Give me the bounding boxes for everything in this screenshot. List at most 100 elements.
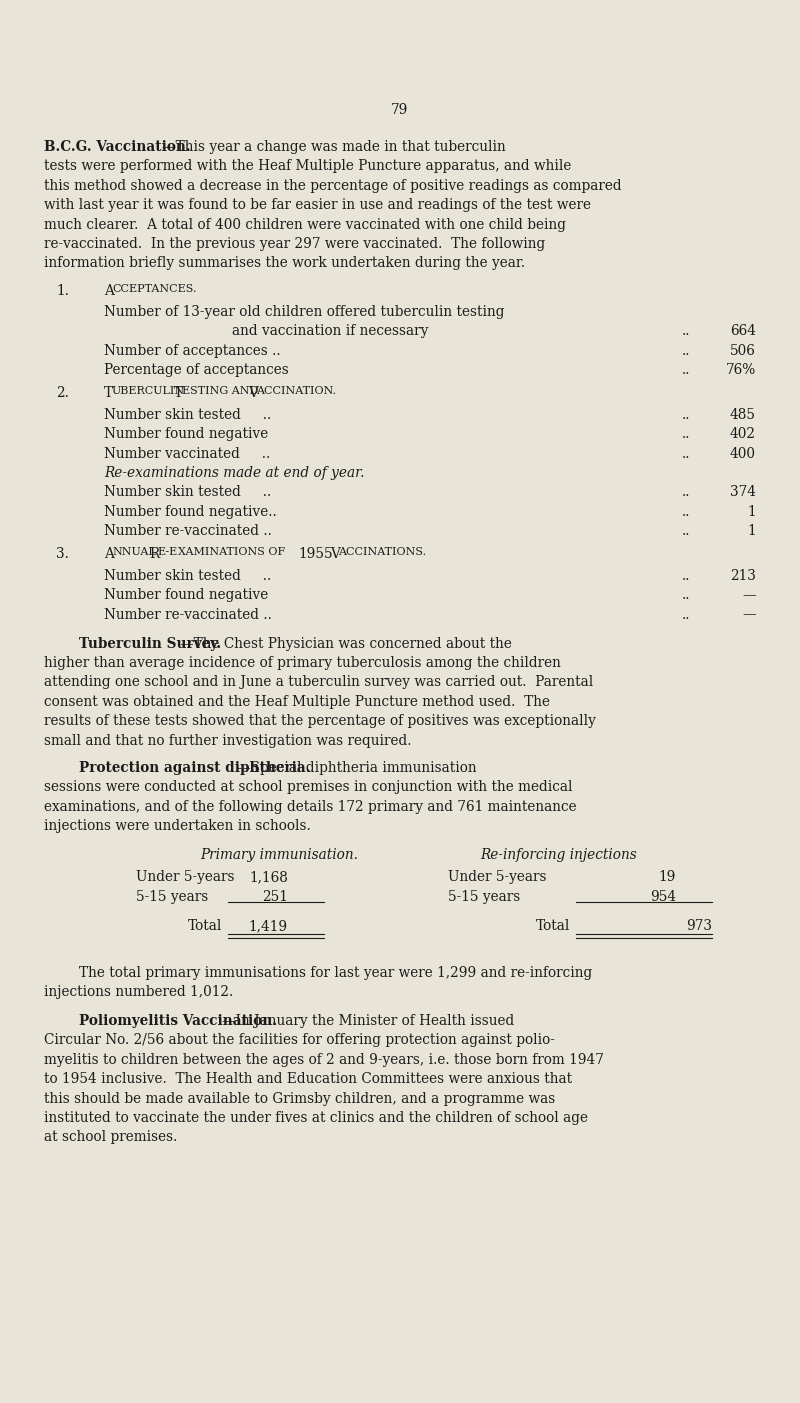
Text: Number of 13-year old children offered tuberculin testing: Number of 13-year old children offered t…: [104, 304, 505, 318]
Text: T: T: [104, 386, 113, 400]
Text: NNUAL: NNUAL: [112, 547, 156, 557]
Text: 79: 79: [391, 102, 409, 116]
Text: Percentage of acceptances: Percentage of acceptances: [104, 363, 289, 377]
Text: 1.: 1.: [56, 283, 69, 297]
Text: 213: 213: [730, 568, 756, 582]
Text: 402: 402: [730, 427, 756, 441]
Text: ..: ..: [682, 607, 690, 622]
Text: T: T: [174, 386, 183, 400]
Text: ..: ..: [682, 408, 690, 422]
Text: results of these tests showed that the percentage of positives was exceptionally: results of these tests showed that the p…: [44, 714, 596, 728]
Text: much clearer.  A total of 400 children were vaccinated with one child being: much clearer. A total of 400 children we…: [44, 217, 566, 231]
Text: 1: 1: [747, 505, 756, 519]
Text: this should be made available to Grimsby children, and a programme was: this should be made available to Grimsby…: [44, 1092, 555, 1106]
Text: Total: Total: [536, 919, 570, 933]
Text: Primary immunisation.: Primary immunisation.: [200, 847, 358, 861]
Text: ..: ..: [682, 525, 690, 539]
Text: ..: ..: [682, 324, 690, 338]
Text: 954: 954: [650, 890, 676, 904]
Text: 1955: 1955: [298, 547, 333, 561]
Text: Number of acceptances ..: Number of acceptances ..: [104, 344, 281, 358]
Text: Number found negative..: Number found negative..: [104, 505, 277, 519]
Text: injections were undertaken in schools.: injections were undertaken in schools.: [44, 819, 310, 833]
Text: E-E: E-E: [157, 547, 178, 557]
Text: 3.: 3.: [56, 547, 69, 561]
Text: Under 5-years: Under 5-years: [136, 870, 234, 884]
Text: A: A: [104, 547, 114, 561]
Text: Under 5-years: Under 5-years: [448, 870, 546, 884]
Text: Total: Total: [188, 919, 222, 933]
Text: B.C.G. Vaccination.: B.C.G. Vaccination.: [44, 140, 190, 154]
Text: ..: ..: [682, 485, 690, 499]
Text: —This year a change was made in that tuberculin: —This year a change was made in that tub…: [162, 140, 506, 154]
Text: 1,168: 1,168: [249, 870, 288, 884]
Text: —The Chest Physician was concerned about the: —The Chest Physician was concerned about…: [180, 637, 512, 651]
Text: Protection against diphtheria.: Protection against diphtheria.: [79, 760, 310, 774]
Text: 5-15 years: 5-15 years: [448, 890, 520, 904]
Text: ..: ..: [682, 446, 690, 460]
Text: ACCINATION.: ACCINATION.: [256, 386, 336, 397]
Text: information briefly summarises the work undertaken during the year.: information briefly summarises the work …: [44, 257, 525, 271]
Text: and vaccination if necessary: and vaccination if necessary: [232, 324, 428, 338]
Text: to 1954 inclusive.  The Health and Education Committees were anxious that: to 1954 inclusive. The Health and Educat…: [44, 1072, 572, 1086]
Text: ..: ..: [682, 505, 690, 519]
Text: Number re-vaccinated ..: Number re-vaccinated ..: [104, 525, 272, 539]
Text: Number skin tested     ..: Number skin tested ..: [104, 568, 271, 582]
Text: 2.: 2.: [56, 386, 69, 400]
Text: —: —: [742, 607, 756, 622]
Text: 76%: 76%: [726, 363, 756, 377]
Text: consent was obtained and the Heaf Multiple Puncture method used.  The: consent was obtained and the Heaf Multip…: [44, 694, 550, 709]
Text: injections numbered 1,012.: injections numbered 1,012.: [44, 985, 234, 999]
Text: CCEPTANCES.: CCEPTANCES.: [112, 283, 197, 293]
Text: ACCINATIONS.: ACCINATIONS.: [338, 547, 426, 557]
Text: XAMINATIONS OF: XAMINATIONS OF: [178, 547, 286, 557]
Text: small and that no further investigation was required.: small and that no further investigation …: [44, 734, 411, 748]
Text: Re-inforcing injections: Re-inforcing injections: [480, 847, 637, 861]
Text: instituted to vaccinate the under fives at clinics and the children of school ag: instituted to vaccinate the under fives …: [44, 1111, 588, 1125]
Text: Number skin tested     ..: Number skin tested ..: [104, 485, 271, 499]
Text: V: V: [330, 547, 340, 561]
Text: higher than average incidence of primary tuberculosis among the children: higher than average incidence of primary…: [44, 657, 561, 671]
Text: ..: ..: [682, 344, 690, 358]
Text: 506: 506: [730, 344, 756, 358]
Text: 400: 400: [730, 446, 756, 460]
Text: ..: ..: [682, 427, 690, 441]
Text: 251: 251: [262, 890, 288, 904]
Text: ..: ..: [682, 588, 690, 602]
Text: ..: ..: [682, 568, 690, 582]
Text: 485: 485: [730, 408, 756, 422]
Text: 5-15 years: 5-15 years: [136, 890, 208, 904]
Text: —In January the Minister of Health issued: —In January the Minister of Health issue…: [222, 1014, 514, 1028]
Text: Circular No. 2/56 about the facilities for offering protection against polio-: Circular No. 2/56 about the facilities f…: [44, 1034, 555, 1048]
Text: 1,419: 1,419: [249, 919, 288, 933]
Text: 973: 973: [686, 919, 712, 933]
Text: re-vaccinated.  In the previous year 297 were vaccinated.  The following: re-vaccinated. In the previous year 297 …: [44, 237, 546, 251]
Text: with last year it was found to be far easier in use and readings of the test wer: with last year it was found to be far ea…: [44, 198, 591, 212]
Text: ESTING AND: ESTING AND: [182, 386, 258, 397]
Text: 1: 1: [747, 525, 756, 539]
Text: Number vaccinated     ..: Number vaccinated ..: [104, 446, 270, 460]
Text: Number found negative: Number found negative: [104, 588, 268, 602]
Text: 374: 374: [730, 485, 756, 499]
Text: UBERCULIN: UBERCULIN: [112, 386, 185, 397]
Text: Number re-vaccinated ..: Number re-vaccinated ..: [104, 607, 272, 622]
Text: Number found negative: Number found negative: [104, 427, 268, 441]
Text: Number skin tested     ..: Number skin tested ..: [104, 408, 271, 422]
Text: A: A: [104, 283, 114, 297]
Text: —Special diphtheria immunisation: —Special diphtheria immunisation: [237, 760, 477, 774]
Text: ..: ..: [682, 363, 690, 377]
Text: this method showed a decrease in the percentage of positive readings as compared: this method showed a decrease in the per…: [44, 178, 622, 192]
Text: V: V: [248, 386, 258, 400]
Text: The total primary immunisations for last year were 1,299 and re-inforcing: The total primary immunisations for last…: [79, 965, 592, 979]
Text: 664: 664: [730, 324, 756, 338]
Text: attending one school and in June a tuberculin survey was carried out.  Parental: attending one school and in June a tuber…: [44, 675, 594, 689]
Text: —: —: [742, 588, 756, 602]
Text: Poliomyelitis Vaccination.: Poliomyelitis Vaccination.: [79, 1014, 277, 1028]
Text: at school premises.: at school premises.: [44, 1131, 178, 1145]
Text: Re-examinations made at end of year.: Re-examinations made at end of year.: [104, 466, 365, 480]
Text: R: R: [149, 547, 159, 561]
Text: examinations, and of the following details 172 primary and 761 maintenance: examinations, and of the following detai…: [44, 800, 577, 814]
Text: sessions were conducted at school premises in conjunction with the medical: sessions were conducted at school premis…: [44, 780, 573, 794]
Text: 19: 19: [658, 870, 676, 884]
Text: tests were performed with the Heaf Multiple Puncture apparatus, and while: tests were performed with the Heaf Multi…: [44, 160, 571, 174]
